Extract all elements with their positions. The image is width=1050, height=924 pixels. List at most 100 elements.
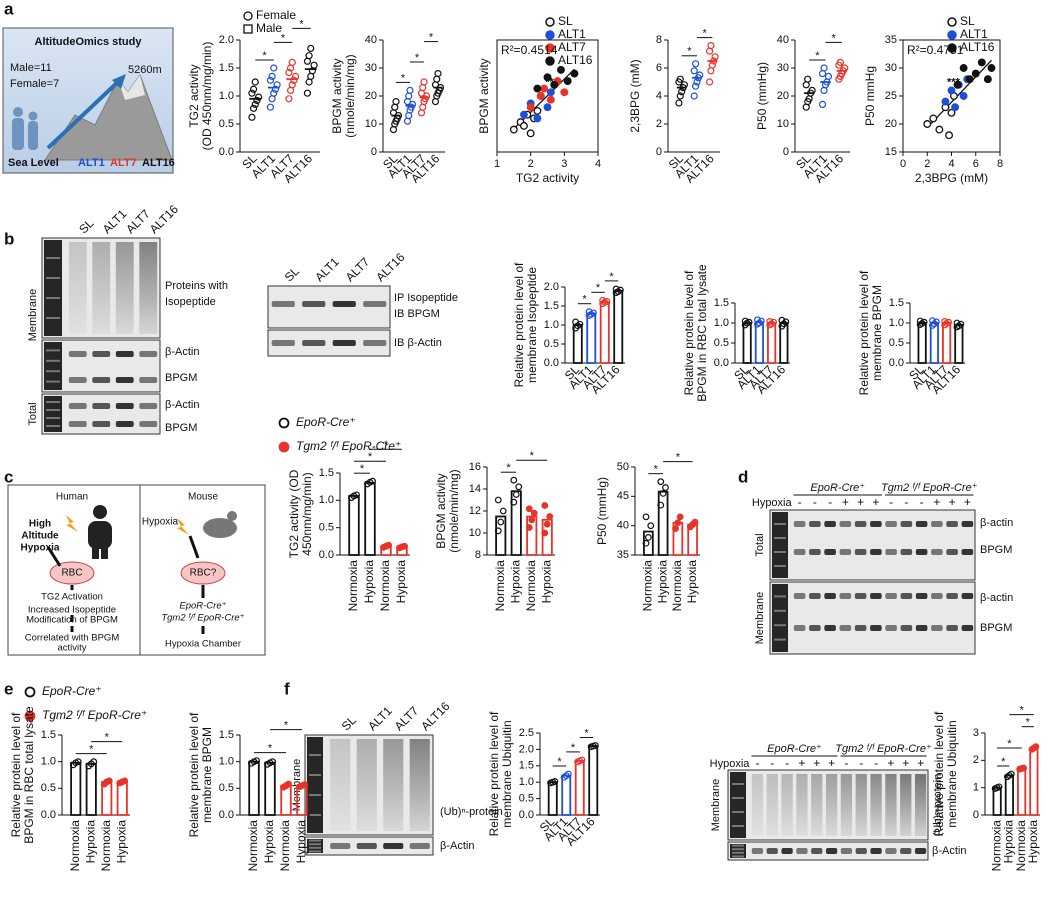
data-point bbox=[303, 89, 312, 97]
lane-label: ALT7 bbox=[392, 704, 422, 734]
lane-label: ALT1 bbox=[100, 207, 130, 237]
significance-label: * bbox=[1007, 738, 1012, 750]
stage-label: ALT16 bbox=[142, 157, 175, 169]
lane-label: - bbox=[844, 756, 848, 770]
y-axis-label: 450nm/mg/min) bbox=[300, 472, 314, 555]
blot-smear bbox=[115, 242, 134, 334]
lane-label: - bbox=[798, 495, 802, 509]
scatter-point bbox=[971, 69, 980, 78]
data-point bbox=[953, 319, 961, 327]
significance-label: * bbox=[384, 439, 389, 451]
bar bbox=[70, 761, 82, 816]
blot-band bbox=[363, 301, 387, 307]
data-point bbox=[497, 518, 505, 526]
y-tick-label: 14 bbox=[469, 483, 481, 495]
y-tick-label: 2.5 bbox=[519, 727, 534, 739]
y-tick-label: 2.0 bbox=[519, 743, 534, 755]
y-tick-label: 10 bbox=[777, 118, 789, 130]
band-label: IP Isopeptide bbox=[394, 292, 458, 304]
blot-band bbox=[330, 843, 351, 849]
x-tick-label: 2 bbox=[528, 158, 534, 170]
data-point bbox=[929, 317, 936, 325]
cohort: Female=7 bbox=[10, 78, 59, 90]
data-point bbox=[401, 542, 408, 550]
blot-panel bbox=[769, 509, 976, 581]
legend-label: Tgm2 ᶠ/ᶠ EpoR-Cre⁺ bbox=[42, 708, 147, 722]
significance-label: * bbox=[687, 46, 692, 58]
legend-marker bbox=[947, 43, 957, 53]
data-point bbox=[692, 60, 700, 68]
blot-band bbox=[809, 549, 821, 555]
blot-band bbox=[824, 625, 836, 631]
data-point bbox=[266, 76, 275, 84]
data-point bbox=[708, 61, 716, 69]
band-label: Proteins with bbox=[165, 280, 228, 292]
lightning bbox=[66, 515, 78, 532]
data-point bbox=[1020, 764, 1027, 772]
blot-smear bbox=[356, 739, 377, 831]
legend-marker bbox=[545, 56, 555, 66]
lane-label: + bbox=[798, 756, 805, 770]
significance-label: * bbox=[105, 732, 110, 744]
blot-band bbox=[885, 593, 897, 599]
y-axis-label: BPGM in RBC total lysate bbox=[695, 264, 709, 402]
blot-smear bbox=[751, 774, 764, 836]
data-point bbox=[551, 778, 559, 785]
y-tick-label: 30 bbox=[777, 62, 789, 74]
blot-band bbox=[793, 625, 806, 631]
band-label: (Ub)ⁿ-protein bbox=[440, 806, 503, 818]
bar bbox=[742, 322, 752, 364]
legend-marker bbox=[278, 417, 290, 429]
blot-band bbox=[900, 593, 913, 599]
blot-band bbox=[885, 549, 897, 555]
blot-smear bbox=[811, 774, 823, 836]
significance-label: * bbox=[1001, 756, 1006, 768]
y-tick-label: 0.5 bbox=[714, 337, 729, 349]
y-tick-label: 1.0 bbox=[219, 756, 234, 768]
x-tick-label: Hypoxia bbox=[1026, 820, 1040, 864]
side-label: Membrane bbox=[710, 779, 722, 832]
bar bbox=[574, 759, 585, 816]
fit-line bbox=[926, 59, 992, 129]
blot-band bbox=[751, 848, 764, 854]
blot-band bbox=[854, 625, 867, 631]
band-label: BPGM bbox=[165, 372, 197, 384]
data-point bbox=[310, 61, 318, 69]
y-tick-label: 8 bbox=[656, 34, 662, 46]
y-axis-label: TG2 activity (OD bbox=[287, 469, 301, 558]
legend-marker bbox=[24, 710, 36, 722]
blot-band bbox=[796, 848, 808, 854]
x-tick-label: Normoxia bbox=[1014, 820, 1028, 872]
data-point bbox=[612, 285, 620, 293]
data-point bbox=[249, 104, 258, 112]
blot-smear bbox=[840, 774, 853, 836]
bar bbox=[767, 322, 777, 364]
data-point bbox=[692, 82, 700, 90]
data-point bbox=[494, 496, 502, 504]
x-tick-label: 4 bbox=[595, 158, 601, 170]
significance-label: * bbox=[530, 450, 535, 462]
bar bbox=[495, 515, 507, 556]
lane-label: + bbox=[842, 495, 849, 509]
y-tick-label: 2 bbox=[656, 118, 662, 130]
y-tick-label: 15 bbox=[885, 146, 897, 158]
step: Modification of BPGM bbox=[26, 615, 118, 626]
y-tick-label: 0.0 bbox=[714, 357, 729, 369]
blot-band bbox=[115, 377, 134, 383]
data-point bbox=[385, 541, 392, 549]
scatter-point bbox=[533, 106, 542, 115]
scatter-point bbox=[519, 121, 528, 130]
side-label: Total bbox=[754, 533, 766, 556]
chart: 8 10 12 14 16 BPGM activity (nmole/min/mg) Norm… bbox=[434, 450, 555, 611]
data-point bbox=[499, 507, 507, 515]
y-tick-label: 0.5 bbox=[319, 522, 334, 534]
lane-label: ALT1 bbox=[365, 704, 395, 734]
scatter-point bbox=[570, 69, 579, 78]
data-point bbox=[676, 92, 684, 100]
lane-label: ALT7 bbox=[343, 255, 373, 285]
r-squared: R²=0.4514 bbox=[501, 43, 558, 57]
bar bbox=[754, 321, 764, 364]
blot-band bbox=[961, 521, 974, 527]
data-point bbox=[266, 103, 275, 111]
significance-label: * bbox=[284, 720, 289, 732]
